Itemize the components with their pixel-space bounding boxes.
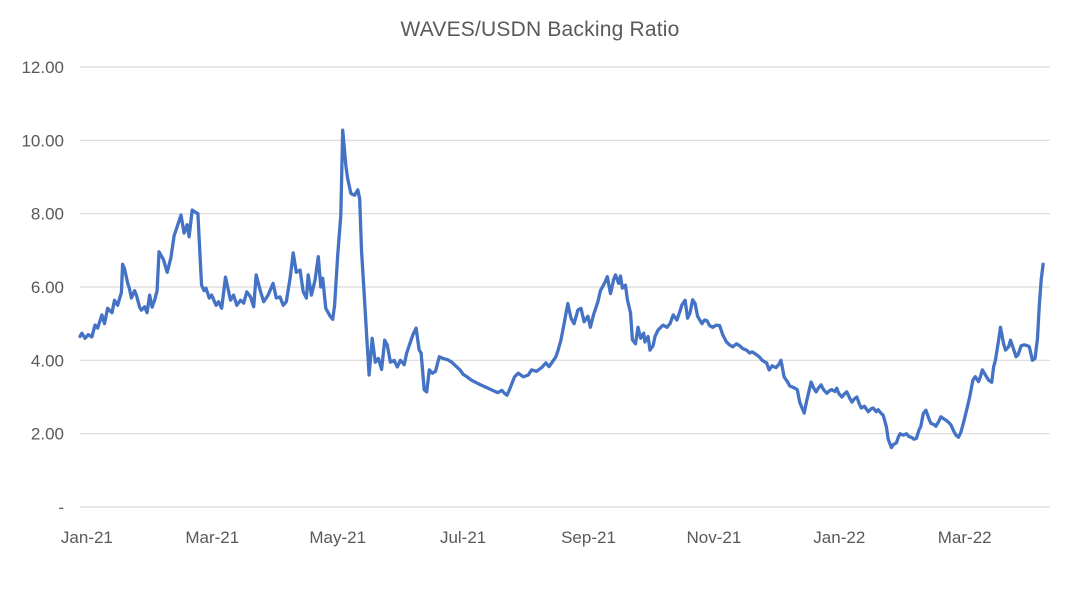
y-axis-tick-label: 8.00: [31, 205, 64, 224]
data-series-waves-usdn-backing-ratio: [78, 128, 1045, 450]
x-axis-tick-label: May-21: [309, 528, 366, 547]
y-axis-tick-label: 2.00: [31, 425, 64, 444]
x-axis-tick-label: Nov-21: [686, 528, 741, 547]
gridlines: [80, 66, 1050, 508]
y-axis-tick-label: 4.00: [31, 351, 64, 370]
series-line: [78, 128, 1045, 450]
x-axis-tick-label: Jul-21: [440, 528, 486, 547]
x-axis-tick-label: Mar-22: [938, 528, 992, 547]
y-axis-tick-label: -: [58, 498, 64, 517]
y-axis-tick-label: 12.00: [21, 58, 64, 77]
x-axis-tick-label: Sep-21: [561, 528, 616, 547]
x-axis-tick-label: Jan-21: [61, 528, 113, 547]
chart-title: WAVES/USDN Backing Ratio: [400, 18, 680, 41]
x-axis-tick-label: Jan-22: [813, 528, 865, 547]
x-axis-tick-label: Mar-21: [185, 528, 239, 547]
y-axis-tick-label: 10.00: [21, 131, 64, 150]
y-axis-tick-label: 6.00: [31, 278, 64, 297]
x-axis-labels: Jan-21 Mar-21 May-21 Jul-21 Sep-21 Nov-21 Jan-…: [61, 528, 992, 547]
y-axis-labels: - 2.00 4.00 6.00 8.00 10.00 12.00: [21, 58, 64, 517]
